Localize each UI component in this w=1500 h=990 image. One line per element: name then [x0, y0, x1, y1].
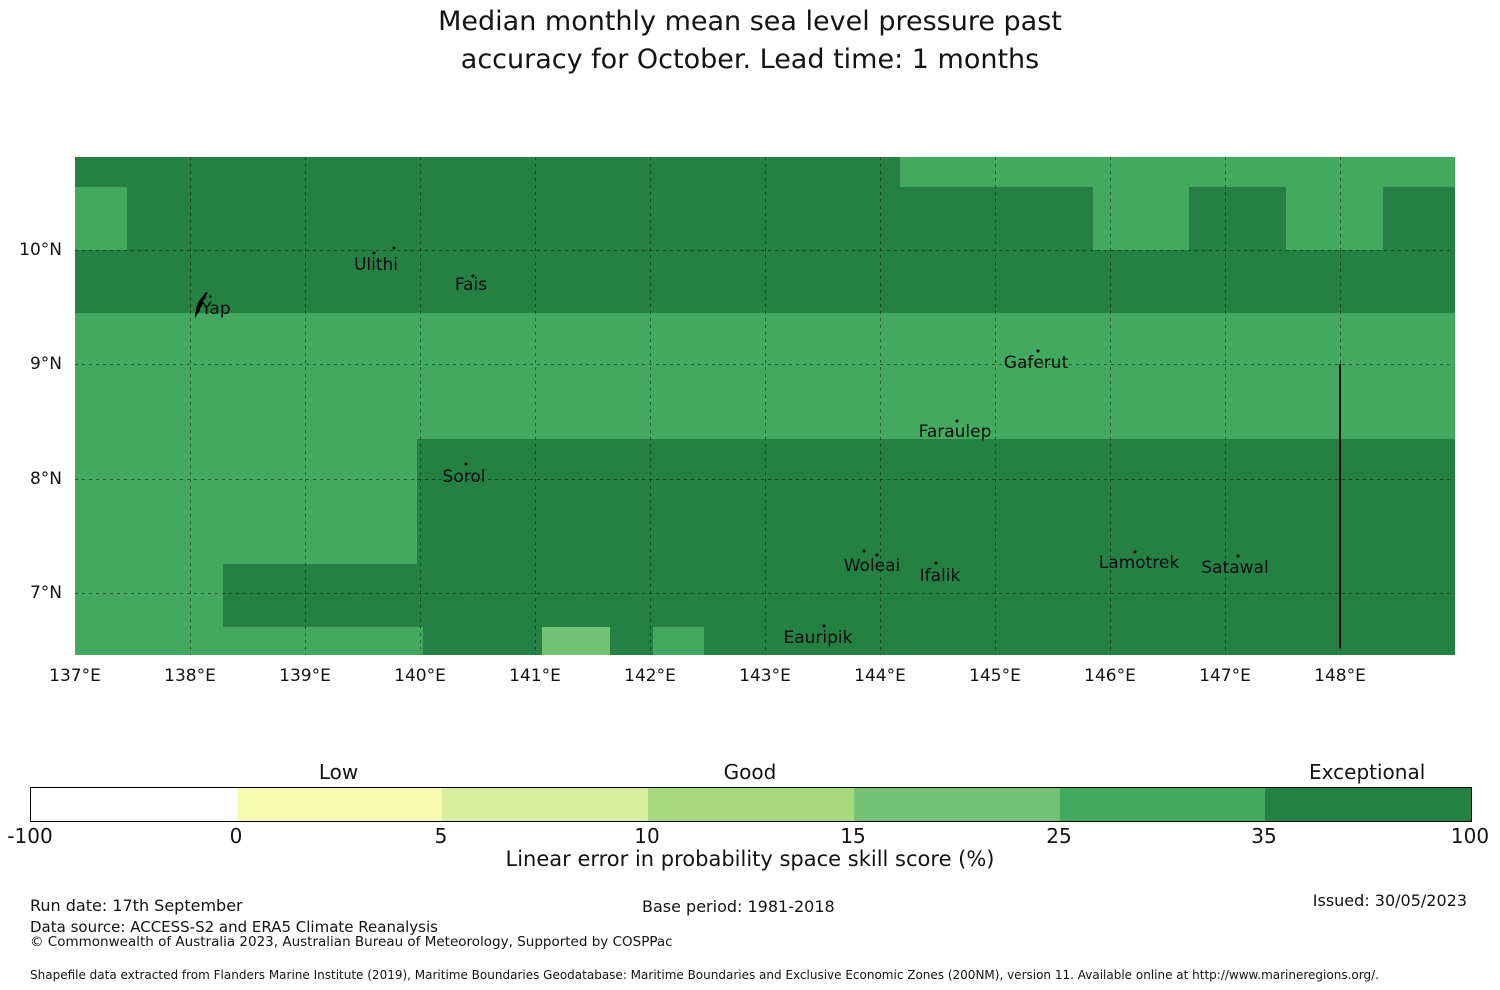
colorbar-category-label: Low	[319, 760, 358, 784]
y-tick-label: 10°N	[0, 240, 62, 260]
colorbar-category-label: Good	[724, 760, 777, 784]
map-cell	[1093, 187, 1189, 250]
map-cell	[1189, 187, 1286, 250]
x-tick-label: 138°E	[164, 666, 216, 686]
map-cell	[610, 627, 653, 655]
map-cell	[1286, 187, 1383, 250]
gridline-meridian	[420, 157, 421, 655]
y-tick-label: 8°N	[0, 469, 62, 489]
gridline-parallel	[75, 364, 1455, 365]
map-cell	[75, 564, 223, 627]
island-label: Ulithi	[354, 255, 398, 275]
x-tick-label: 140°E	[394, 666, 446, 686]
x-tick-label: 143°E	[739, 666, 791, 686]
map-cell	[75, 501, 417, 564]
colorbar-segment	[648, 788, 854, 821]
x-tick-label: 146°E	[1084, 666, 1136, 686]
map-cell	[542, 627, 610, 655]
colorbar-tick-label: 35	[1219, 824, 1309, 848]
island-marker-dot	[393, 247, 396, 250]
island-label: Fais	[455, 275, 487, 295]
eez-boundary-line	[1339, 364, 1341, 648]
colorbar-axis-label: Linear error in probability space skill …	[0, 847, 1500, 871]
gridline-meridian	[190, 157, 191, 655]
island-label: Faraulep	[919, 422, 992, 442]
map-cell	[423, 627, 542, 655]
island-marker-dot	[863, 550, 866, 553]
gridline-meridian	[535, 157, 536, 655]
copyright-text: © Commonwealth of Australia 2023, Austra…	[30, 934, 673, 950]
island-label: Ifalik	[920, 566, 961, 586]
map-cell	[75, 157, 900, 187]
colorbar-tick-label: 5	[396, 824, 486, 848]
issued-date-text: Issued: 30/05/2023	[1313, 891, 1467, 910]
x-tick-label: 139°E	[279, 666, 331, 686]
base-period-text: Base period: 1981-2018	[642, 897, 835, 916]
colorbar-tick-label: 0	[191, 824, 281, 848]
colorbar-category-label: Exceptional	[1309, 760, 1425, 784]
shapefile-attribution-text: Shapefile data extracted from Flanders M…	[30, 968, 1379, 982]
gridline-meridian	[765, 157, 766, 655]
colorbar-segment	[442, 788, 648, 821]
gridline-meridian	[1225, 157, 1226, 655]
map-cell	[75, 627, 423, 655]
island-marker-dot	[465, 463, 468, 466]
gridline-parallel	[75, 593, 1455, 594]
gridline-meridian	[995, 157, 996, 655]
island-label: Lamotrek	[1099, 553, 1179, 573]
colorbar-segment	[31, 788, 237, 821]
map-cell	[417, 501, 1455, 564]
map-cell	[223, 564, 1455, 627]
gridline-meridian	[880, 157, 881, 655]
map-cell	[127, 187, 1093, 250]
colorbar-segment	[1265, 788, 1471, 821]
y-tick-label: 7°N	[0, 583, 62, 603]
island-label: Eauripik	[783, 628, 852, 648]
x-tick-label: 147°E	[1199, 666, 1251, 686]
gridline-meridian	[305, 157, 306, 655]
island-label: Woleai	[844, 556, 901, 576]
colorbar-segment	[1060, 788, 1265, 821]
colorbar-tick-label: 10	[602, 824, 692, 848]
run-date-text: Run date: 17th September	[30, 896, 243, 915]
map-cell	[653, 627, 704, 655]
colorbar-segment	[854, 788, 1060, 821]
gridline-parallel	[75, 250, 1455, 251]
figure: Median monthly mean sea level pressure p…	[0, 0, 1500, 990]
x-tick-label: 145°E	[969, 666, 1021, 686]
x-tick-label: 148°E	[1314, 666, 1366, 686]
x-tick-label: 137°E	[49, 666, 101, 686]
map-plot-area: 137°E 138°E 139°E 140°E 141°E 142°E 143°E 144°E…	[0, 0, 1500, 700]
map-cell	[75, 187, 127, 250]
colorbar-segment	[237, 788, 442, 821]
x-tick-label: 144°E	[854, 666, 906, 686]
yap-island-shape	[192, 292, 218, 322]
colorbar	[30, 787, 1472, 822]
gridline-meridian	[650, 157, 651, 655]
colorbar-tick-label: 15	[808, 824, 898, 848]
colorbar-tick-label: 100	[1425, 824, 1500, 848]
x-tick-label: 142°E	[624, 666, 676, 686]
map-cell	[75, 439, 417, 501]
y-tick-label: 9°N	[0, 354, 62, 374]
x-tick-label: 141°E	[509, 666, 561, 686]
gridline-meridian	[1110, 157, 1111, 655]
map-cell	[417, 439, 1455, 501]
island-label: Satawal	[1201, 558, 1268, 578]
island-label: Gaferut	[1004, 353, 1068, 373]
island-marker-dot	[935, 562, 938, 565]
map-cell	[1383, 187, 1455, 250]
colorbar-tick-label: -100	[0, 824, 75, 848]
island-label: Sorol	[443, 467, 486, 487]
map-cell	[900, 157, 1455, 187]
gridline-parallel	[75, 479, 1455, 480]
colorbar-tick-label: 25	[1014, 824, 1104, 848]
